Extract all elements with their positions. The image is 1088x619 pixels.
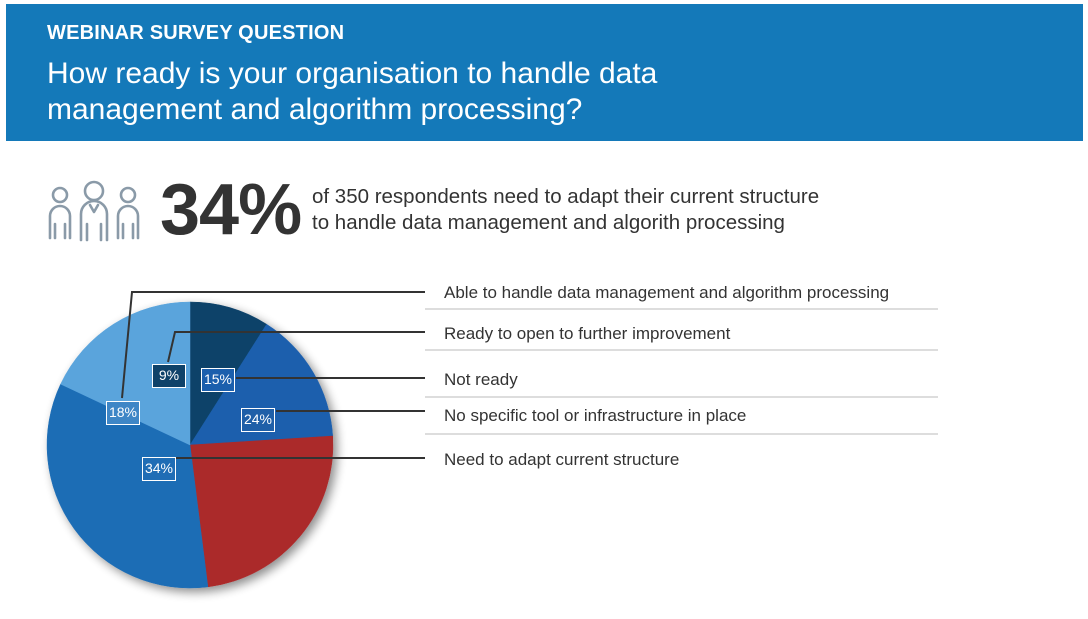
people-group-icon (48, 180, 140, 242)
legend-label-adapt: Need to adapt current structure (444, 450, 680, 469)
headline-description: of 350 respondents need to adapt their c… (312, 184, 912, 236)
slice-label-34: 34% (142, 457, 176, 481)
slice-label-15: 15% (201, 368, 235, 392)
legend-label-able: Able to handle data management and algor… (444, 283, 890, 302)
leader-line-ready (167, 331, 425, 363)
headline-line-2: to handle data management and algorith p… (312, 211, 785, 234)
pie-slice-ready (189, 323, 333, 446)
legend-label-not-ready: Not ready (444, 370, 518, 389)
pie-slice-no-tool (46, 383, 209, 589)
survey-question: How ready is your organisation to handle… (47, 56, 807, 128)
question-line-2: management and algorithm processing? (47, 93, 583, 126)
headline-percent: 34% (160, 170, 302, 250)
slice-label-9: 9% (152, 364, 186, 388)
question-line-1: How ready is your organisation to handle… (47, 57, 658, 90)
slice-label-24: 24% (241, 408, 275, 432)
headline-line-1: of 350 respondents need to adapt their c… (312, 185, 820, 208)
leader-line-able (121, 291, 425, 399)
header-banner: WEBINAR SURVEY QUESTION How ready is you… (6, 4, 1083, 141)
slice-label-18: 18% (106, 401, 140, 425)
legend-label-ready: Ready to open to further improvement (444, 324, 731, 343)
pie-slices (46, 301, 334, 589)
header-kicker: WEBINAR SURVEY QUESTION (47, 22, 345, 44)
leader-lines (121, 291, 938, 459)
legend-label-no-tool: No specific tool or infrastructure in pl… (444, 406, 747, 425)
